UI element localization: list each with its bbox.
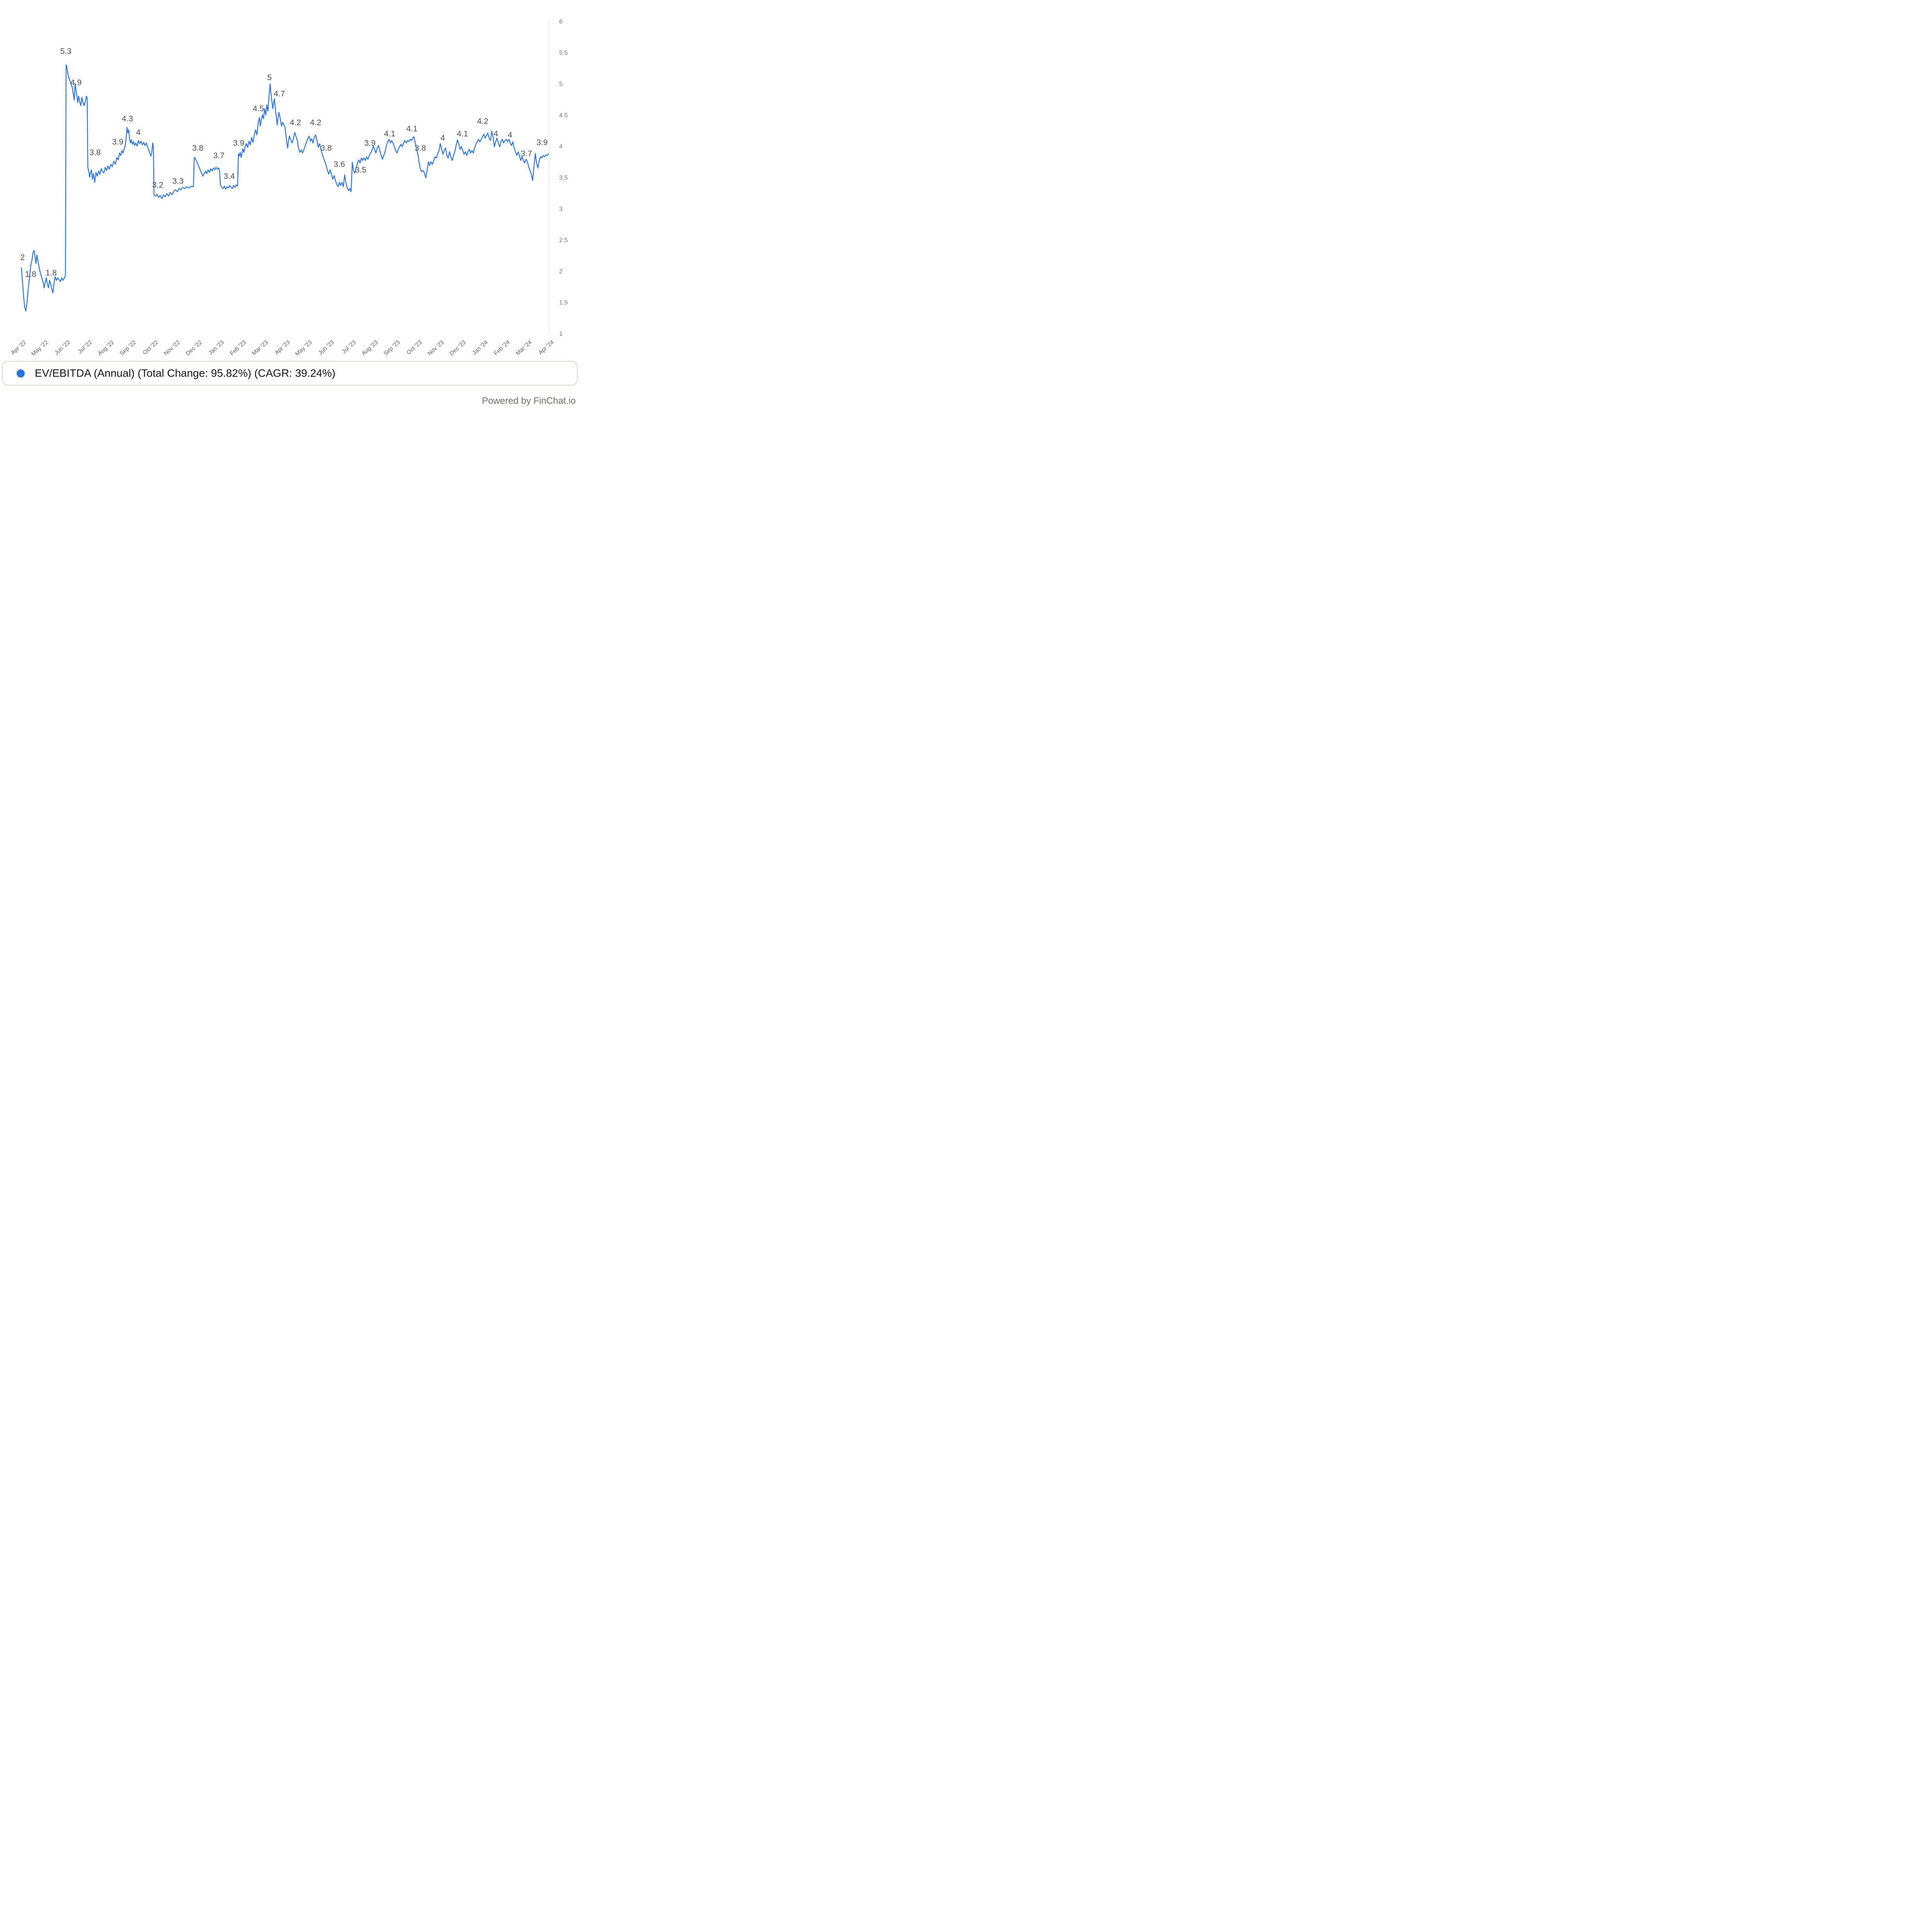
y-tick-label: 4 [559, 143, 563, 150]
x-tick-label: Nov '22 [163, 339, 182, 357]
data-point-label: 4 [440, 134, 445, 143]
data-point-label: 3.9 [536, 138, 548, 147]
x-tick-label: Mar '24 [515, 339, 533, 357]
x-tick-label: Oct '22 [141, 339, 159, 356]
y-tick-label: 1.5 [559, 299, 568, 306]
x-tick-label: Jan '23 [207, 339, 225, 356]
data-point-label: 3.8 [415, 144, 426, 153]
data-point-label: 5 [267, 73, 272, 82]
y-tick-label: 5.5 [559, 50, 568, 56]
x-tick-label: Jun '23 [317, 339, 335, 356]
x-tick-label: Sep '23 [383, 339, 401, 357]
data-point-label: 4.5 [253, 104, 264, 113]
data-point-label: 4.2 [290, 118, 301, 127]
x-tick-label: May '22 [30, 339, 49, 357]
data-point-label: 3.8 [90, 148, 101, 157]
data-point-label: 5.3 [60, 47, 71, 56]
data-point-label: 3.9 [112, 138, 123, 146]
data-point-label: 4.1 [406, 124, 417, 133]
y-tick-label: 6 [559, 19, 563, 25]
x-tick-label: Apr '23 [274, 339, 291, 356]
data-point-label: 3.7 [213, 151, 224, 160]
data-point-label: 4 [494, 129, 498, 138]
data-point-label: 4.1 [457, 129, 468, 138]
x-tick-label: Jul '23 [340, 339, 357, 355]
y-tick-label: 5 [559, 81, 563, 88]
powered-by-finchat-watermark: Powered by FinChat.io [482, 396, 576, 406]
x-tick-label: Jul '22 [77, 339, 94, 355]
data-point-label: 3.8 [192, 144, 203, 153]
data-point-label: 3.7 [521, 150, 532, 158]
data-point-label: 3.8 [321, 144, 332, 153]
data-point-label: 3.2 [152, 180, 163, 189]
x-tick-label: Mar '23 [251, 339, 269, 357]
data-point-label: 4.2 [477, 117, 488, 126]
x-tick-label: Aug '23 [361, 339, 379, 357]
x-tick-label: Jan '24 [471, 339, 489, 356]
data-point-label: 4.7 [274, 89, 285, 98]
x-tick-label: May '23 [294, 339, 313, 357]
y-tick-label: 3.5 [559, 175, 568, 181]
x-tick-label: Apr '22 [10, 339, 27, 356]
series-legend-label[interactable]: EV/EBITDA (Annual) (Total Change: 95.82%… [35, 367, 336, 379]
y-tick-label: 1 [559, 331, 563, 337]
legend: EV/EBITDA (Annual) (Total Change: 95.82%… [2, 361, 578, 386]
data-point-label: 4 [136, 128, 141, 137]
data-point-label: 1.8 [25, 270, 36, 279]
data-point-label: 4.3 [122, 114, 133, 123]
data-point-label: 4.2 [310, 118, 321, 127]
data-point-label: 2 [20, 253, 25, 262]
y-tick-label: 4.5 [559, 112, 568, 119]
data-point-label: 3.9 [364, 139, 376, 148]
x-tick-label: Sep '22 [119, 339, 138, 357]
x-tick-label: Apr '24 [537, 339, 555, 356]
x-tick-label: Feb '23 [229, 339, 247, 357]
x-tick-label: Dec '22 [185, 339, 204, 357]
series-marker-dot[interactable] [17, 369, 25, 378]
data-point-label: 4.9 [70, 78, 82, 87]
x-tick-label: Dec '23 [448, 339, 467, 357]
data-point-label: 1.8 [46, 269, 57, 277]
data-point-label: 4.1 [384, 129, 395, 138]
data-point-label: 3.3 [172, 177, 184, 186]
y-tick-label: 2 [559, 268, 563, 275]
x-tick-label: Oct '23 [405, 339, 423, 356]
y-tick-label: 3 [559, 206, 563, 213]
x-tick-label: Nov '23 [426, 339, 445, 357]
x-tick-label: Jun '22 [53, 339, 71, 356]
data-point-label: 3.9 [233, 139, 244, 148]
data-point-label: 3.6 [334, 160, 345, 169]
y-tick-label: 2.5 [559, 237, 568, 244]
data-point-label: 3.4 [224, 172, 235, 181]
series-line [21, 64, 549, 311]
data-point-label: 3.5 [355, 166, 366, 175]
data-point-label: 4 [508, 131, 512, 139]
x-tick-label: Aug '22 [97, 339, 116, 357]
x-tick-label: Feb '24 [493, 339, 511, 357]
